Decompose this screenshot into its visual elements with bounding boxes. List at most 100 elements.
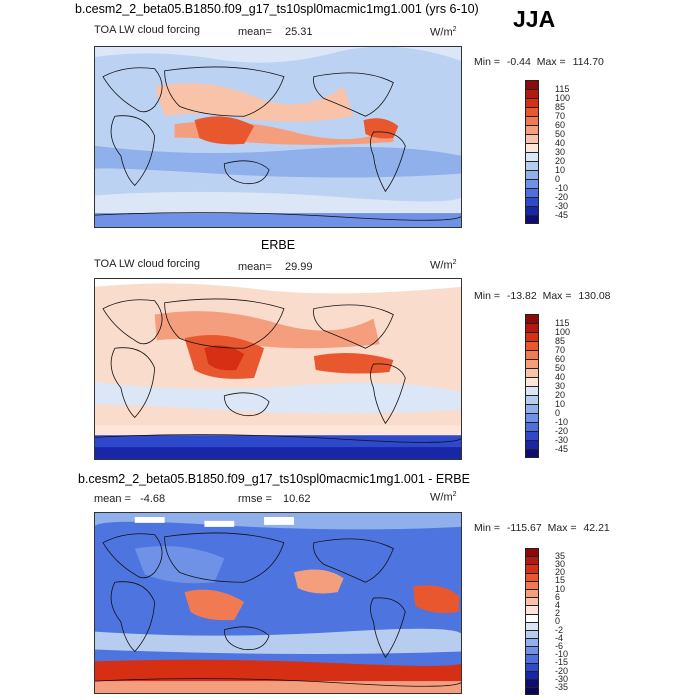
panel2-min-label: Min = — [474, 290, 500, 302]
panel3-colorbar-label: -4 — [555, 632, 564, 643]
panel3-colorbar-box — [525, 588, 539, 598]
panel1-coast-antarctica — [95, 212, 461, 221]
panel2-colorbar-label: -20 — [555, 425, 569, 436]
panel2-colorbar-box — [525, 323, 539, 332]
panel2-itcz — [313, 352, 394, 374]
panel2-variable: TOA LW cloud forcing — [94, 258, 200, 270]
panel3-colorbar-label: -2 — [555, 624, 564, 635]
panel3-rmse-label: rmse = — [238, 493, 272, 505]
panel1-colorbar-label: 60 — [555, 119, 566, 130]
panel3-subtropics — [95, 628, 461, 654]
panel2-colorbar-label: 115 — [555, 317, 570, 328]
panel2-coast-samerica — [370, 363, 406, 425]
panel2-units-sup: 2 — [452, 259, 457, 266]
panel1-colorbar-label: 115 — [555, 83, 570, 94]
panel1-colorbar-box — [525, 179, 539, 188]
panel3-colorbar-box — [525, 638, 539, 647]
panel3-coast-namerica — [313, 538, 394, 583]
panel2-colorbar-label: 100 — [555, 326, 571, 337]
panel1-coast-europe — [102, 67, 163, 113]
panel2-colorbar-label: -10 — [555, 416, 569, 427]
panel1-minmax: Min = -0.44 Max = 114.70 — [474, 56, 604, 68]
panel2-colorbar-label: 10 — [555, 398, 566, 409]
panel1-coastlines — [95, 66, 461, 221]
panel1-colorbar-label: 20 — [555, 155, 566, 166]
panel2-coast-africa — [110, 347, 156, 419]
panel2-colorbar-box — [525, 386, 539, 395]
panel3-coast-samerica — [370, 597, 406, 659]
panel2-mean: mean= 29.99 — [238, 261, 313, 273]
panel3-mean-value: -4.68 — [140, 493, 166, 505]
panel1-mean-label: mean= — [238, 26, 272, 38]
panel1-colorbar-box — [525, 116, 539, 125]
panel1-mean-value: 25.31 — [285, 26, 313, 38]
panel2-colorbar-box — [525, 359, 539, 368]
panel2-colorbar-box — [525, 332, 539, 341]
panel1-colorbar-label: 40 — [555, 137, 566, 148]
panel3-colorbar-box — [525, 605, 539, 614]
panel2-colorbar-label: 40 — [555, 371, 566, 382]
panel3-colorbar-label: 35 — [555, 550, 566, 561]
panel3-colorbar-box — [525, 670, 539, 679]
panel2-coast-antarctica — [95, 434, 461, 443]
panel3-coast-asia — [164, 532, 285, 583]
panel2-colorbar-box — [525, 431, 539, 440]
panel1-colorbar-box — [525, 80, 539, 89]
panel2-coast-asia — [164, 298, 285, 349]
panel3-colorbar-box — [525, 597, 539, 606]
panel2-colorbar-box — [525, 350, 539, 359]
panel1-colorbar-label: 50 — [555, 128, 566, 139]
panel2-coast-australia — [223, 392, 270, 417]
figure-title: b.cesm2_2_beta05.B1850.f09_g17_ts10spl0m… — [75, 2, 479, 16]
panel3-colorbar-label: 6 — [555, 591, 561, 602]
panel1-colorbar-boxes — [525, 80, 539, 224]
panel1-colorbar-box — [525, 188, 539, 197]
panel1-coast-africa — [110, 115, 156, 187]
panel1-colorbar-box — [525, 206, 539, 215]
panel3-colorbar — [525, 548, 539, 696]
panel1-colorbar-label: 85 — [555, 101, 566, 112]
panel2-units-text: W/m — [430, 259, 453, 272]
panel2-colorbar-box — [525, 395, 539, 404]
panel3-colorbar-box — [525, 662, 539, 671]
panel1-arctic — [95, 47, 461, 63]
panel1-colorbar-box — [525, 197, 539, 206]
panel3-map-svg — [95, 513, 461, 693]
panel3-units-sup: 2 — [452, 491, 457, 498]
panel3-rmse: rmse = 10.62 — [238, 493, 311, 505]
panel3-colorbar-label: -35 — [555, 681, 569, 692]
panel3-pacific-pos — [293, 569, 344, 594]
panel1-colorbar-box — [525, 152, 539, 161]
panel3-colorbar-box — [525, 556, 539, 565]
panel3-min-value: -115.67 — [506, 522, 542, 534]
panel1-max-value: 114.70 — [572, 56, 604, 68]
panel1-map — [94, 46, 462, 228]
panel2-units: W/m2 — [430, 259, 457, 272]
panel3-colorbar-box — [525, 646, 539, 655]
panel3-colorbar-label: -15 — [555, 657, 569, 668]
panel1-colorbar-label: -20 — [555, 191, 569, 202]
panel2-max-label: Max = — [542, 290, 572, 302]
panel2-section-title: ERBE — [261, 238, 296, 252]
panel1-min-label: Min = — [474, 56, 500, 68]
panel1-colorbar-box — [525, 125, 539, 134]
panel3-min-label: Min = — [474, 522, 500, 534]
panel3-maritime — [184, 589, 245, 621]
panel1-colorbar-box — [525, 98, 539, 107]
panel1-coast-samerica — [370, 131, 406, 193]
panel3-rmse-value: 10.62 — [283, 493, 311, 505]
panel3-colorbar-label: 4 — [555, 599, 561, 610]
panel3-colorbar-label: 10 — [555, 583, 566, 594]
panel2-colorbar-box — [525, 422, 539, 431]
panel2-antarctic-core — [95, 447, 461, 459]
panel3-colorbar-box — [525, 613, 539, 622]
panel3-land-a — [134, 546, 225, 584]
panel3-colorbar-label: -30 — [555, 673, 569, 684]
panel3-colorbar-box — [525, 629, 539, 639]
panel3-colorbar-label: -20 — [555, 665, 569, 676]
panel2-subtropics — [95, 381, 461, 414]
season-label: JJA — [513, 6, 556, 32]
panel1-colorbar-box — [525, 170, 539, 179]
panel2-map — [94, 278, 462, 460]
panel3-coast-antarctica — [95, 678, 461, 687]
